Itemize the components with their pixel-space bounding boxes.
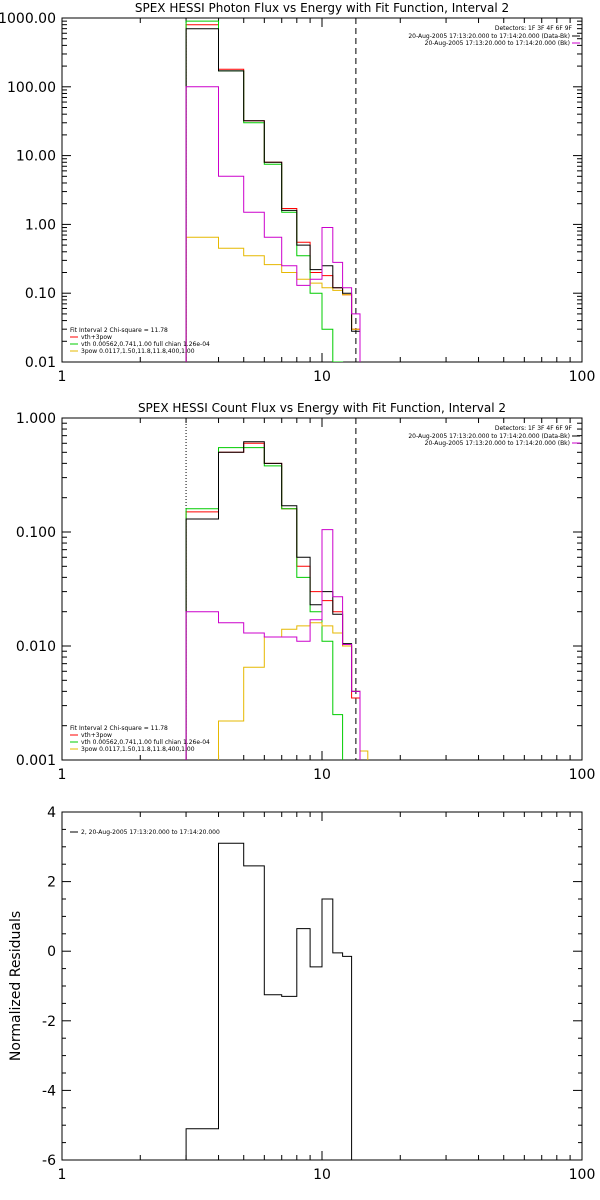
legend-fit-header: Fit Interval 2 Chi-square = 11.78 xyxy=(70,327,168,334)
chart-title: SPEX HESSI Count Flux vs Energy with Fit… xyxy=(138,401,506,415)
chart-title: SPEX HESSI Photon Flux vs Energy with Fi… xyxy=(135,1,509,15)
x-tick-label: 10 xyxy=(313,369,331,385)
plot-frame xyxy=(61,811,583,1161)
series-line-1 xyxy=(185,842,353,1160)
x-tick-label: 1 xyxy=(58,369,67,385)
x-tick-label: 100 xyxy=(569,369,596,385)
legend-entry: 20-Aug-2005 17:13:20.000 to 17:14:20.000… xyxy=(425,440,570,447)
y-tick-label: 10.00 xyxy=(16,149,56,165)
series-line-3 xyxy=(185,236,361,362)
legend-detectors: Detectors: 1F 3F 4F 6F 9F xyxy=(495,425,573,432)
x-tick-label: 10 xyxy=(313,767,331,783)
y-tick-label: 0.100 xyxy=(16,525,56,541)
series-line-5 xyxy=(185,86,361,362)
legend-entry: 20-Aug-2005 17:13:20.000 to 17:14:20.000… xyxy=(408,433,570,440)
y-tick-label: 0.01 xyxy=(25,355,56,371)
series-line-4 xyxy=(185,28,361,362)
y-tick-label: -2 xyxy=(42,1014,56,1030)
series-line-2 xyxy=(185,20,344,362)
legend-detectors: Detectors: 1F 3F 4F 6F 9F xyxy=(495,25,573,32)
x-tick-label: 100 xyxy=(569,767,596,783)
series-line-1 xyxy=(185,24,361,362)
y-tick-label: 1.00 xyxy=(25,217,56,233)
legend-fit-header: Fit Interval 2 Chi-square = 11.78 xyxy=(70,725,168,732)
chart-2: SPEX HESSI Count Flux vs Energy with Fit… xyxy=(16,401,595,783)
series-line-5 xyxy=(185,529,361,760)
y-tick-label: 0.010 xyxy=(16,639,56,655)
legend-entry: 20-Aug-2005 17:13:20.000 to 17:14:20.000… xyxy=(408,33,570,40)
legend-entry: 20-Aug-2005 17:13:20.000 to 17:14:20.000… xyxy=(425,40,570,47)
series-line-4 xyxy=(185,441,361,760)
y-tick-label: 1.000 xyxy=(16,411,56,427)
chart-1: SPEX HESSI Photon Flux vs Energy with Fi… xyxy=(0,1,595,385)
legend-entry: vth 0.00562,0.741,1.00 full chian 1.26e-… xyxy=(81,739,210,746)
legend-entry: vth+3pow xyxy=(81,732,112,739)
y-axis-label: Normalized Residuals xyxy=(8,911,24,1061)
y-tick-label: 0.001 xyxy=(16,753,56,769)
y-tick-label: 100.00 xyxy=(7,80,56,96)
x-tick-label: 100 xyxy=(569,1167,596,1183)
y-tick-label: -6 xyxy=(42,1153,56,1169)
x-tick-label: 10 xyxy=(313,1167,331,1183)
chart-3: 1 10 100 4 2 0 -2 -4 -6 Normalized Residuals 2, 20… xyxy=(8,805,595,1183)
x-tick-label: 1 xyxy=(58,767,67,783)
y-tick-label: 1000.00 xyxy=(0,11,56,27)
y-tick-label: 4 xyxy=(47,805,56,821)
series-line-3 xyxy=(218,622,369,760)
y-tick-label: 0.10 xyxy=(25,286,56,302)
legend-entry: 3pow 0.0117,1.50,11.8,11.8,400,1.00 xyxy=(81,746,195,753)
y-tick-label: 2 xyxy=(47,875,56,891)
x-tick-label: 1 xyxy=(58,1167,67,1183)
legend-entry: 3pow 0.0117,1.50,11.8,11.8,400,1.00 xyxy=(81,348,195,355)
legend-entry: 2, 20-Aug-2005 17:13:20.000 to 17:14:20.… xyxy=(81,829,220,836)
legend-entry: vth+3pow xyxy=(81,334,112,341)
y-tick-label: 0 xyxy=(47,944,56,960)
y-tick-label: -4 xyxy=(42,1083,56,1099)
series-line-2 xyxy=(185,447,344,760)
legend-entry: vth 0.00562,0.741,1.00 full chian 1.26e-… xyxy=(81,341,210,348)
